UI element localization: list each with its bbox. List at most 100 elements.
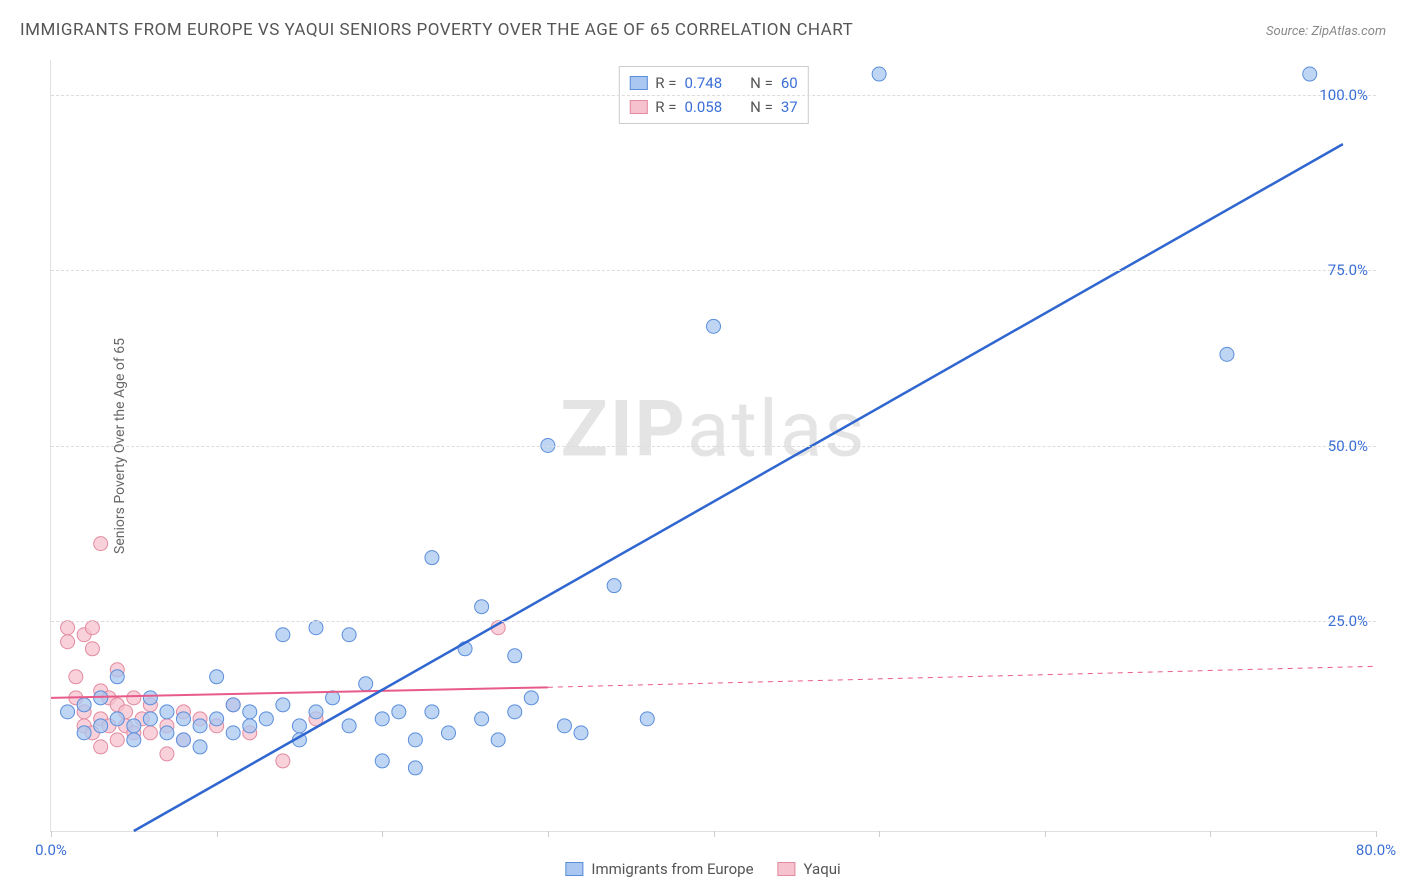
data-point [1220,347,1234,361]
x-tick [1210,831,1211,837]
data-point [94,740,108,754]
data-point [77,726,91,740]
x-tick [382,831,383,837]
data-point [342,628,356,642]
x-tick [217,831,218,837]
data-point [226,726,240,740]
data-point [210,712,224,726]
data-point [143,691,157,705]
data-point [872,67,886,81]
data-point [375,712,389,726]
data-point [85,642,99,656]
legend-item-blue: Immigrants from Europe [565,860,753,878]
x-tick [714,831,715,837]
data-point [94,537,108,551]
data-point [110,733,124,747]
data-point [160,705,174,719]
data-point [292,719,306,733]
data-point [243,719,257,733]
trendline-blue [134,144,1343,831]
y-tick-label: 100.0% [1319,86,1368,104]
data-point [77,698,91,712]
legend-label-blue: Immigrants from Europe [591,860,753,878]
trendline-pink [51,687,548,698]
gridline [51,446,1376,447]
x-tick [548,831,549,837]
data-point [408,761,422,775]
data-point [143,712,157,726]
x-tick [1045,831,1046,837]
data-point [259,712,273,726]
data-point [392,705,406,719]
data-point [442,726,456,740]
data-point [69,670,83,684]
trendline-pink-dash [548,666,1376,687]
data-point [160,747,174,761]
data-point [574,726,588,740]
x-origin-label: 0.0% [35,841,67,859]
data-point [508,705,522,719]
swatch-blue-icon [565,862,583,876]
header: IMMIGRANTS FROM EUROPE VS YAQUI SENIORS … [20,20,1386,40]
data-point [475,712,489,726]
data-point [276,698,290,712]
data-point [243,705,257,719]
data-point [127,733,141,747]
data-point [226,698,240,712]
data-point [342,719,356,733]
data-point [707,319,721,333]
source: Source: ZipAtlas.com [1266,24,1386,39]
gridline [51,95,1376,96]
data-point [61,635,75,649]
y-tick-label: 75.0% [1328,261,1368,279]
x-tick [879,831,880,837]
data-point [127,691,141,705]
data-point [309,705,323,719]
data-point [508,649,522,663]
data-point [1303,67,1317,81]
data-point [94,719,108,733]
x-tick [1376,831,1377,837]
data-point [425,705,439,719]
data-point [210,670,224,684]
source-label: Source: [1266,24,1308,39]
data-point [127,719,141,733]
data-point [193,719,207,733]
data-point [177,733,191,747]
data-point [425,551,439,565]
y-tick-label: 25.0% [1328,612,1368,630]
data-point [276,754,290,768]
data-point [524,691,538,705]
gridline [51,621,1376,622]
data-point [85,621,99,635]
gridline [51,270,1376,271]
series-legend: Immigrants from Europe Yaqui [565,860,840,878]
data-point [177,712,191,726]
x-tick [51,831,52,837]
x-max-label: 80.0% [1356,841,1396,859]
data-point [193,740,207,754]
plot-area: ZIPatlas R = 0.748 N = 60 R = 0.058 N = … [50,60,1376,832]
data-point [640,712,654,726]
legend-item-pink: Yaqui [778,860,841,878]
data-point [408,733,422,747]
data-point [110,670,124,684]
data-point [475,600,489,614]
data-point [61,705,75,719]
data-point [143,726,157,740]
data-point [359,677,373,691]
legend-label-pink: Yaqui [804,860,841,878]
chart-title: IMMIGRANTS FROM EUROPE VS YAQUI SENIORS … [20,20,853,40]
swatch-pink-icon [778,862,796,876]
source-link[interactable]: ZipAtlas.com [1311,24,1386,39]
data-point [607,579,621,593]
data-point [557,719,571,733]
y-tick-label: 50.0% [1328,437,1368,455]
data-point [375,754,389,768]
data-point [160,726,174,740]
data-point [110,712,124,726]
data-point [309,621,323,635]
data-point [491,733,505,747]
data-point [276,628,290,642]
data-point [61,621,75,635]
